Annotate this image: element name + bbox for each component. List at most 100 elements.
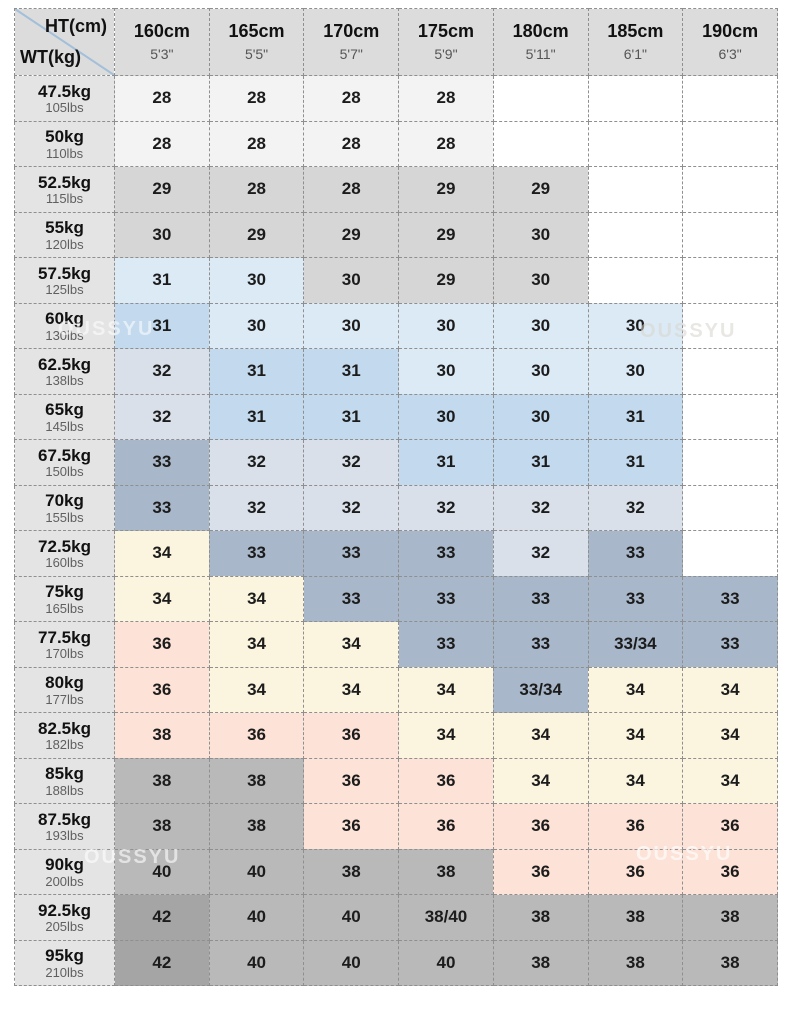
weight-kg-label: 62.5kg [38, 354, 91, 374]
size-cell: 32 [208, 484, 305, 531]
size-cell: 36 [492, 848, 589, 895]
size-cell: 36 [208, 712, 305, 759]
weight-kg-label: 90kg [45, 855, 84, 875]
height-cm-label: 180cm [512, 21, 569, 42]
weight-kg-label: 52.5kg [38, 172, 91, 192]
size-cell: 31 [587, 439, 684, 486]
size-cell: 28 [208, 120, 305, 167]
diagonal-divider-icon [15, 9, 114, 75]
table-row: 70kg 155lbs 33 32 32 32 32 32 [14, 484, 778, 531]
column-header: 190cm 6'3" [682, 8, 778, 76]
size-cell: 31 [114, 257, 210, 304]
weight-header: 75kg 165lbs [14, 575, 115, 622]
size-cell: 34 [587, 712, 684, 759]
header-row: HT(cm) WT(kg) 160cm 5'3" 165cm 5'5" 170cm 5'7… [14, 8, 778, 76]
table-row: 87.5kg 193lbs 38 38 36 36 36 36 36 [14, 803, 778, 850]
weight-lbs-label: 160lbs [45, 555, 84, 571]
table-row: 80kg 177lbs 36 34 34 34 33/34 34 34 [14, 666, 778, 713]
table-row: 77.5kg 170lbs 36 34 34 33 33 33/34 33 [14, 621, 778, 668]
size-cell: 34 [682, 666, 778, 713]
weight-kg-label: 47.5kg [38, 81, 91, 101]
height-cm-label: 175cm [417, 21, 474, 42]
weight-kg-label: 70kg [45, 491, 84, 511]
size-cell: 42 [114, 939, 210, 986]
size-cell: 38 [682, 894, 778, 941]
weight-header: 67.5kg 150lbs [14, 439, 115, 486]
weight-lbs-label: 125lbs [45, 282, 84, 298]
size-cell: 31 [303, 393, 400, 440]
size-cell [682, 484, 778, 531]
size-cell: 30 [492, 302, 589, 349]
size-cell [682, 393, 778, 440]
size-cell: 30 [587, 302, 684, 349]
size-cell: 32 [492, 484, 589, 531]
size-cell: 32 [208, 439, 305, 486]
weight-header: 65kg 145lbs [14, 393, 115, 440]
size-cell: 33 [492, 575, 589, 622]
size-cell: 36 [303, 803, 400, 850]
column-header: 165cm 5'5" [208, 8, 305, 76]
size-cell [682, 120, 778, 167]
size-cell: 29 [398, 166, 494, 213]
size-cell: 32 [492, 530, 589, 577]
table-row: 95kg 210lbs 42 40 40 40 38 38 38 [14, 939, 778, 986]
corner-ht-label: HT(cm) [45, 16, 107, 36]
height-cm-label: 170cm [323, 21, 380, 42]
weight-header: 55kg 120lbs [14, 211, 115, 258]
weight-header: 60kg 130lbs [14, 302, 115, 349]
table-row: 65kg 145lbs 32 31 31 30 30 31 [14, 393, 778, 440]
size-cell: 36 [587, 848, 684, 895]
weight-kg-label: 95kg [45, 946, 84, 966]
weight-kg-label: 72.5kg [38, 536, 91, 556]
weight-kg-label: 77.5kg [38, 627, 91, 647]
size-cell [587, 75, 684, 122]
size-cell: 38/40 [398, 894, 494, 941]
size-cell: 33 [303, 575, 400, 622]
height-ft-label: 5'5" [244, 45, 269, 62]
size-cell: 34 [398, 712, 494, 759]
size-cell: 36 [587, 803, 684, 850]
size-cell: 32 [114, 393, 210, 440]
table-row: 72.5kg 160lbs 34 33 33 33 32 33 [14, 530, 778, 577]
size-cell: 28 [398, 120, 494, 167]
size-cell: 30 [208, 302, 305, 349]
column-header: 185cm 6'1" [587, 8, 684, 76]
size-cell: 36 [303, 757, 400, 804]
size-cell: 38 [208, 757, 305, 804]
size-cell: 28 [398, 75, 494, 122]
size-cell: 38 [208, 803, 305, 850]
size-cell: 34 [398, 666, 494, 713]
weight-lbs-label: 150lbs [45, 464, 84, 480]
size-cell: 40 [303, 939, 400, 986]
table-row: 92.5kg 205lbs 42 40 40 38/40 38 38 38 [14, 894, 778, 941]
size-cell [682, 530, 778, 577]
size-cell: 40 [303, 894, 400, 941]
size-cell: 34 [208, 666, 305, 713]
size-cell: 33 [303, 530, 400, 577]
size-cell: 33 [398, 530, 494, 577]
height-ft-label: 5'9" [434, 45, 458, 62]
size-chart: HT(cm) WT(kg) 160cm 5'3" 165cm 5'5" 170cm 5'7… [14, 8, 778, 986]
size-cell: 36 [682, 848, 778, 895]
weight-lbs-label: 210lbs [45, 964, 84, 980]
size-cell: 29 [208, 211, 305, 258]
table-row: 75kg 165lbs 34 34 33 33 33 33 33 [14, 575, 778, 622]
size-cell: 36 [682, 803, 778, 850]
weight-header: 77.5kg 170lbs [14, 621, 115, 668]
size-cell [682, 439, 778, 486]
size-cell: 33 [682, 621, 778, 668]
weight-kg-label: 75kg [45, 582, 84, 602]
size-cell: 33 [587, 530, 684, 577]
size-cell: 32 [587, 484, 684, 531]
size-cell: 40 [208, 939, 305, 986]
size-cell: 34 [208, 621, 305, 668]
weight-lbs-label: 120lbs [45, 236, 84, 252]
size-cell: 38 [587, 894, 684, 941]
size-cell: 33 [114, 439, 210, 486]
size-cell: 33 [682, 575, 778, 622]
table-row: 52.5kg 115lbs 29 28 28 29 29 [14, 166, 778, 213]
column-header: 160cm 5'3" [114, 8, 210, 76]
weight-lbs-label: 177lbs [45, 691, 84, 707]
weight-header: 90kg 200lbs [14, 848, 115, 895]
